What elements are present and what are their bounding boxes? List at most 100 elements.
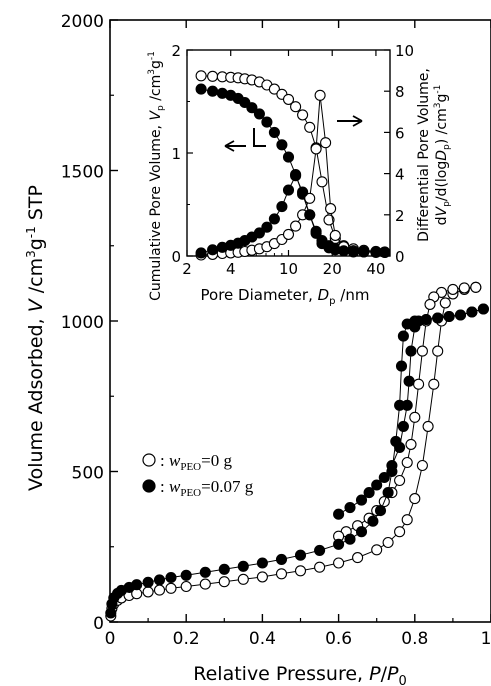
data-point [333,538,345,550]
inset-y-right-tick-label: 2 [395,207,405,225]
legend-marker-open [142,453,156,467]
data-point [363,487,375,499]
inset-data-point [310,143,322,155]
left-axis-arrow [224,128,266,152]
inset-y-left-tick-label: 2 [171,42,181,60]
data-point [105,607,117,619]
x-tick-label: 0 [105,629,116,649]
data-point [470,281,482,293]
data-point [153,584,166,596]
data-point [409,321,421,333]
data-point [153,574,166,586]
data-point [397,420,409,432]
data-point [314,561,326,573]
x-tick-label: 1 [481,629,491,649]
data-point [405,345,417,357]
data-point [416,345,428,357]
data-point [355,494,368,506]
inset-data-point [207,244,219,256]
data-point [466,306,478,318]
data-point [409,493,421,505]
data-point [314,544,326,556]
y-tick-label: 2000 [61,12,104,32]
data-point [454,309,467,321]
data-point [401,514,413,526]
data-point [199,566,211,578]
inset-y-right-tick-label: 8 [395,83,405,101]
inset-y-left-tick-label: 1 [171,145,181,163]
x-tick-label: 0.8 [401,629,428,649]
data-point [218,563,230,575]
inset-data-point [276,201,288,213]
data-point [237,573,249,585]
y-tick-label: 1500 [61,163,104,183]
data-point [416,459,428,472]
data-point [382,487,394,499]
data-point [413,378,425,390]
inset-data-point [379,246,391,258]
data-point [409,411,421,423]
data-point [142,576,154,588]
inset-data-point [195,83,207,95]
data-point [180,569,192,581]
legend: : wPEO=0 g : wPEO=0.07 g [142,451,254,499]
inset-data-point [207,85,219,97]
data-point [142,586,154,598]
inset-x-tick-label: 2 [182,260,192,278]
data-point [432,312,444,324]
inset-x-tick-label: 40 [366,260,385,278]
data-point [275,553,288,565]
data-point [394,441,406,453]
inset-data-point [338,245,350,257]
data-point [355,526,368,538]
inset-data-point [310,227,322,239]
data-point [374,505,387,517]
data-point [394,526,406,538]
data-point [165,582,177,594]
inset-x-tick-label: 20 [323,260,342,278]
inset-data-point [268,83,280,95]
data-point [371,479,383,491]
inset-data-point [282,151,295,163]
inset-data-point [320,137,332,149]
inset-y-right-tick-label: 10 [395,42,414,60]
data-point [458,282,470,294]
data-point [344,533,356,545]
data-point [333,508,345,520]
inset-y-right-tick-label: 6 [395,124,405,142]
inset-data-point [282,228,295,240]
inset-data-point [282,184,295,196]
inset-y-right-tick-label: 4 [395,166,405,184]
inset-data-point [207,70,219,82]
inset-data-point [323,214,335,226]
data-point [439,297,451,309]
data-point [237,560,249,572]
y-axis-label: Volume Adsorbed, V /cm3g-1 STP [24,185,47,491]
inset-data-point [304,121,316,133]
y-tick-label: 1000 [61,313,104,333]
data-point [424,298,436,310]
data-point [165,571,177,584]
inset-x-tick-label: 4 [226,260,236,278]
data-point [294,565,307,577]
inset-data-point [195,247,207,259]
data-point [395,360,408,372]
inset-data-point [246,102,258,114]
inset-data-point [261,116,273,128]
inset-x-axis-label: Pore Diameter, Dp /nm [201,286,370,307]
data-point [294,549,307,561]
data-point [401,399,413,411]
data-point [371,544,383,556]
series-1 [105,303,489,619]
inset-data-point [290,170,302,182]
data-point [367,515,379,527]
x-tick-label: 0.4 [249,629,276,649]
data-point [386,459,398,472]
data-point [378,471,390,484]
right-axis-arrow [337,115,363,127]
data-point [344,502,356,514]
inset-data-point [290,101,302,113]
inset-data-point [276,139,288,151]
inset-series-3 [195,170,391,259]
inset-data-point [261,221,273,233]
